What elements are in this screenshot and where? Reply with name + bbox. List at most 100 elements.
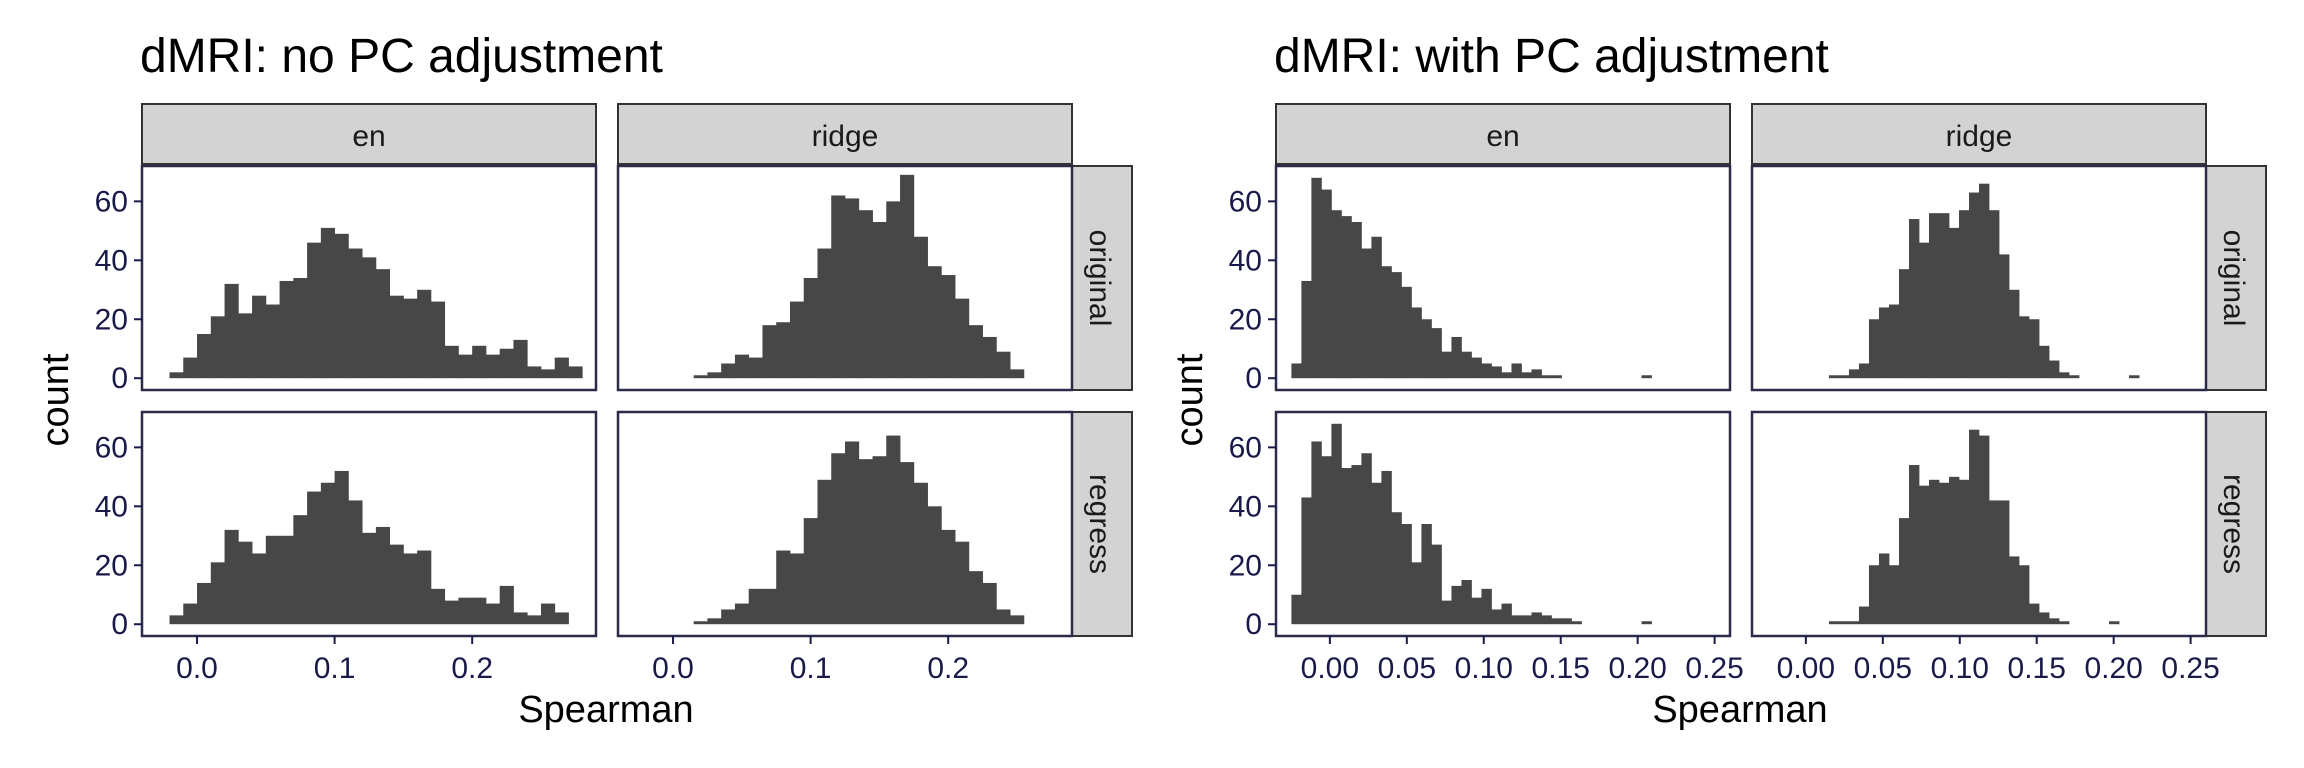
histogram-bar [1471, 597, 1482, 625]
histogram-bar [982, 582, 997, 625]
histogram-bar [1551, 618, 1562, 625]
histogram-bar [1848, 621, 1860, 625]
histogram-bar [1848, 369, 1860, 379]
histogram-bar [1351, 222, 1362, 379]
histogram-bar [252, 295, 267, 379]
histogram-bar [2009, 289, 2020, 379]
histogram-bar [279, 280, 294, 379]
y-tick-label: 0 [1245, 608, 1262, 641]
histogram-bar [293, 515, 308, 625]
histogram-bar [2059, 372, 2070, 379]
y-tick-label: 0 [111, 362, 128, 395]
histogram-bar [238, 541, 253, 625]
strip-en [1275, 103, 1731, 165]
histogram-bar [279, 535, 294, 625]
histogram-bar [1321, 456, 1332, 625]
histogram-bar [197, 582, 212, 625]
histogram-bar [183, 603, 198, 625]
histogram-bar [707, 618, 722, 625]
histogram-bar [789, 301, 805, 379]
x-tick-label: 0.2 [927, 652, 969, 685]
histogram-bar [1999, 500, 2010, 625]
histogram-bar [1511, 363, 1522, 379]
histogram-bar [1471, 357, 1482, 379]
histogram-bar [1531, 612, 1542, 625]
histogram-bar [307, 491, 322, 625]
strip-en [141, 103, 597, 165]
histogram-bar [1331, 210, 1342, 379]
histogram-bar [2029, 319, 2040, 379]
histogram-bar [845, 441, 860, 625]
histogram-bar [1828, 621, 1840, 625]
histogram-bar [1391, 512, 1402, 625]
histogram-bar [513, 339, 528, 379]
histogram-bar [968, 571, 983, 625]
histogram-bar [540, 603, 556, 625]
histogram-bar [913, 236, 928, 379]
histogram-bar [2019, 565, 2030, 625]
histogram-bar [858, 210, 873, 379]
histogram-bar [1441, 600, 1452, 625]
histogram-bar [1541, 615, 1552, 625]
x-tick-label: 0.2 [451, 652, 493, 685]
y-tick-label: 20 [1229, 549, 1262, 582]
histogram-bar [403, 553, 418, 625]
histogram-bar [1948, 476, 1960, 625]
histogram-bar [968, 325, 983, 379]
histogram-bar [941, 529, 956, 625]
histogram-bar [1878, 553, 1890, 625]
panel-group-left: 0 20 40 60 0 20 40 60 0.0 0.1 0.2 0.0 0.1 0.2 [95, 164, 1074, 685]
histogram-bar [1431, 328, 1442, 379]
histogram-bar [527, 366, 542, 379]
x-tick-label: 0.10 [1931, 652, 1989, 685]
histogram-bar [707, 372, 722, 379]
histogram-bar [1969, 192, 1980, 379]
histogram-bar [693, 621, 708, 625]
strip-regress [1071, 411, 1133, 637]
histogram-bar [1958, 210, 1970, 379]
histogram-bar [996, 609, 1011, 625]
histogram-bar [2039, 345, 2050, 379]
histogram-bar [1908, 465, 1920, 625]
histogram-bar [389, 544, 404, 625]
histogram-bar [527, 615, 542, 625]
histogram-bar [1928, 479, 1940, 625]
histogram-bar [803, 518, 818, 625]
histogram-bar [1010, 369, 1025, 379]
histogram-bar [996, 351, 1011, 379]
histogram-bar [872, 456, 887, 625]
histogram-bar [169, 615, 184, 625]
y-tick-label: 60 [95, 185, 128, 218]
histogram-bar [1311, 441, 1322, 625]
histogram-bar [721, 363, 736, 379]
histogram-bar [403, 298, 418, 379]
x-tick-label: 0.20 [2084, 652, 2142, 685]
histogram-bar [1989, 500, 2000, 625]
histogram-bar [1361, 453, 1372, 625]
chart-with-pc-adjustment: dMRI: with PC adjustment en ridge origin… [1169, 30, 2267, 731]
histogram-bar [513, 612, 528, 625]
histogram-bar [927, 266, 942, 379]
histogram-bar [417, 289, 432, 379]
histogram-bar [389, 295, 404, 379]
histogram-bar [1838, 621, 1850, 625]
histogram-bar [1010, 615, 1025, 625]
y-axis-label: count [35, 353, 77, 446]
x-tick-label: 0.25 [2161, 652, 2219, 685]
histogram-bar [1491, 366, 1502, 379]
histogram-bar [1491, 609, 1502, 625]
panel-frame [1750, 410, 2208, 638]
histogram-bar [1868, 319, 1880, 379]
histogram-bar [417, 550, 432, 625]
histogram-bar [430, 301, 446, 379]
panel-frame [616, 410, 1074, 638]
panel-frame [140, 164, 598, 392]
panel-frame [1750, 164, 2208, 392]
histogram-bar [941, 275, 956, 379]
histogram-bar [1361, 248, 1372, 379]
y-tick-label: 40 [95, 490, 128, 523]
histogram-bar [1888, 304, 1900, 379]
strip-label-ridge: ridge [1946, 120, 2013, 153]
histogram-bar [900, 462, 915, 625]
panel-en-regress: 0 20 40 60 0.0 0.1 0.2 [95, 410, 598, 685]
